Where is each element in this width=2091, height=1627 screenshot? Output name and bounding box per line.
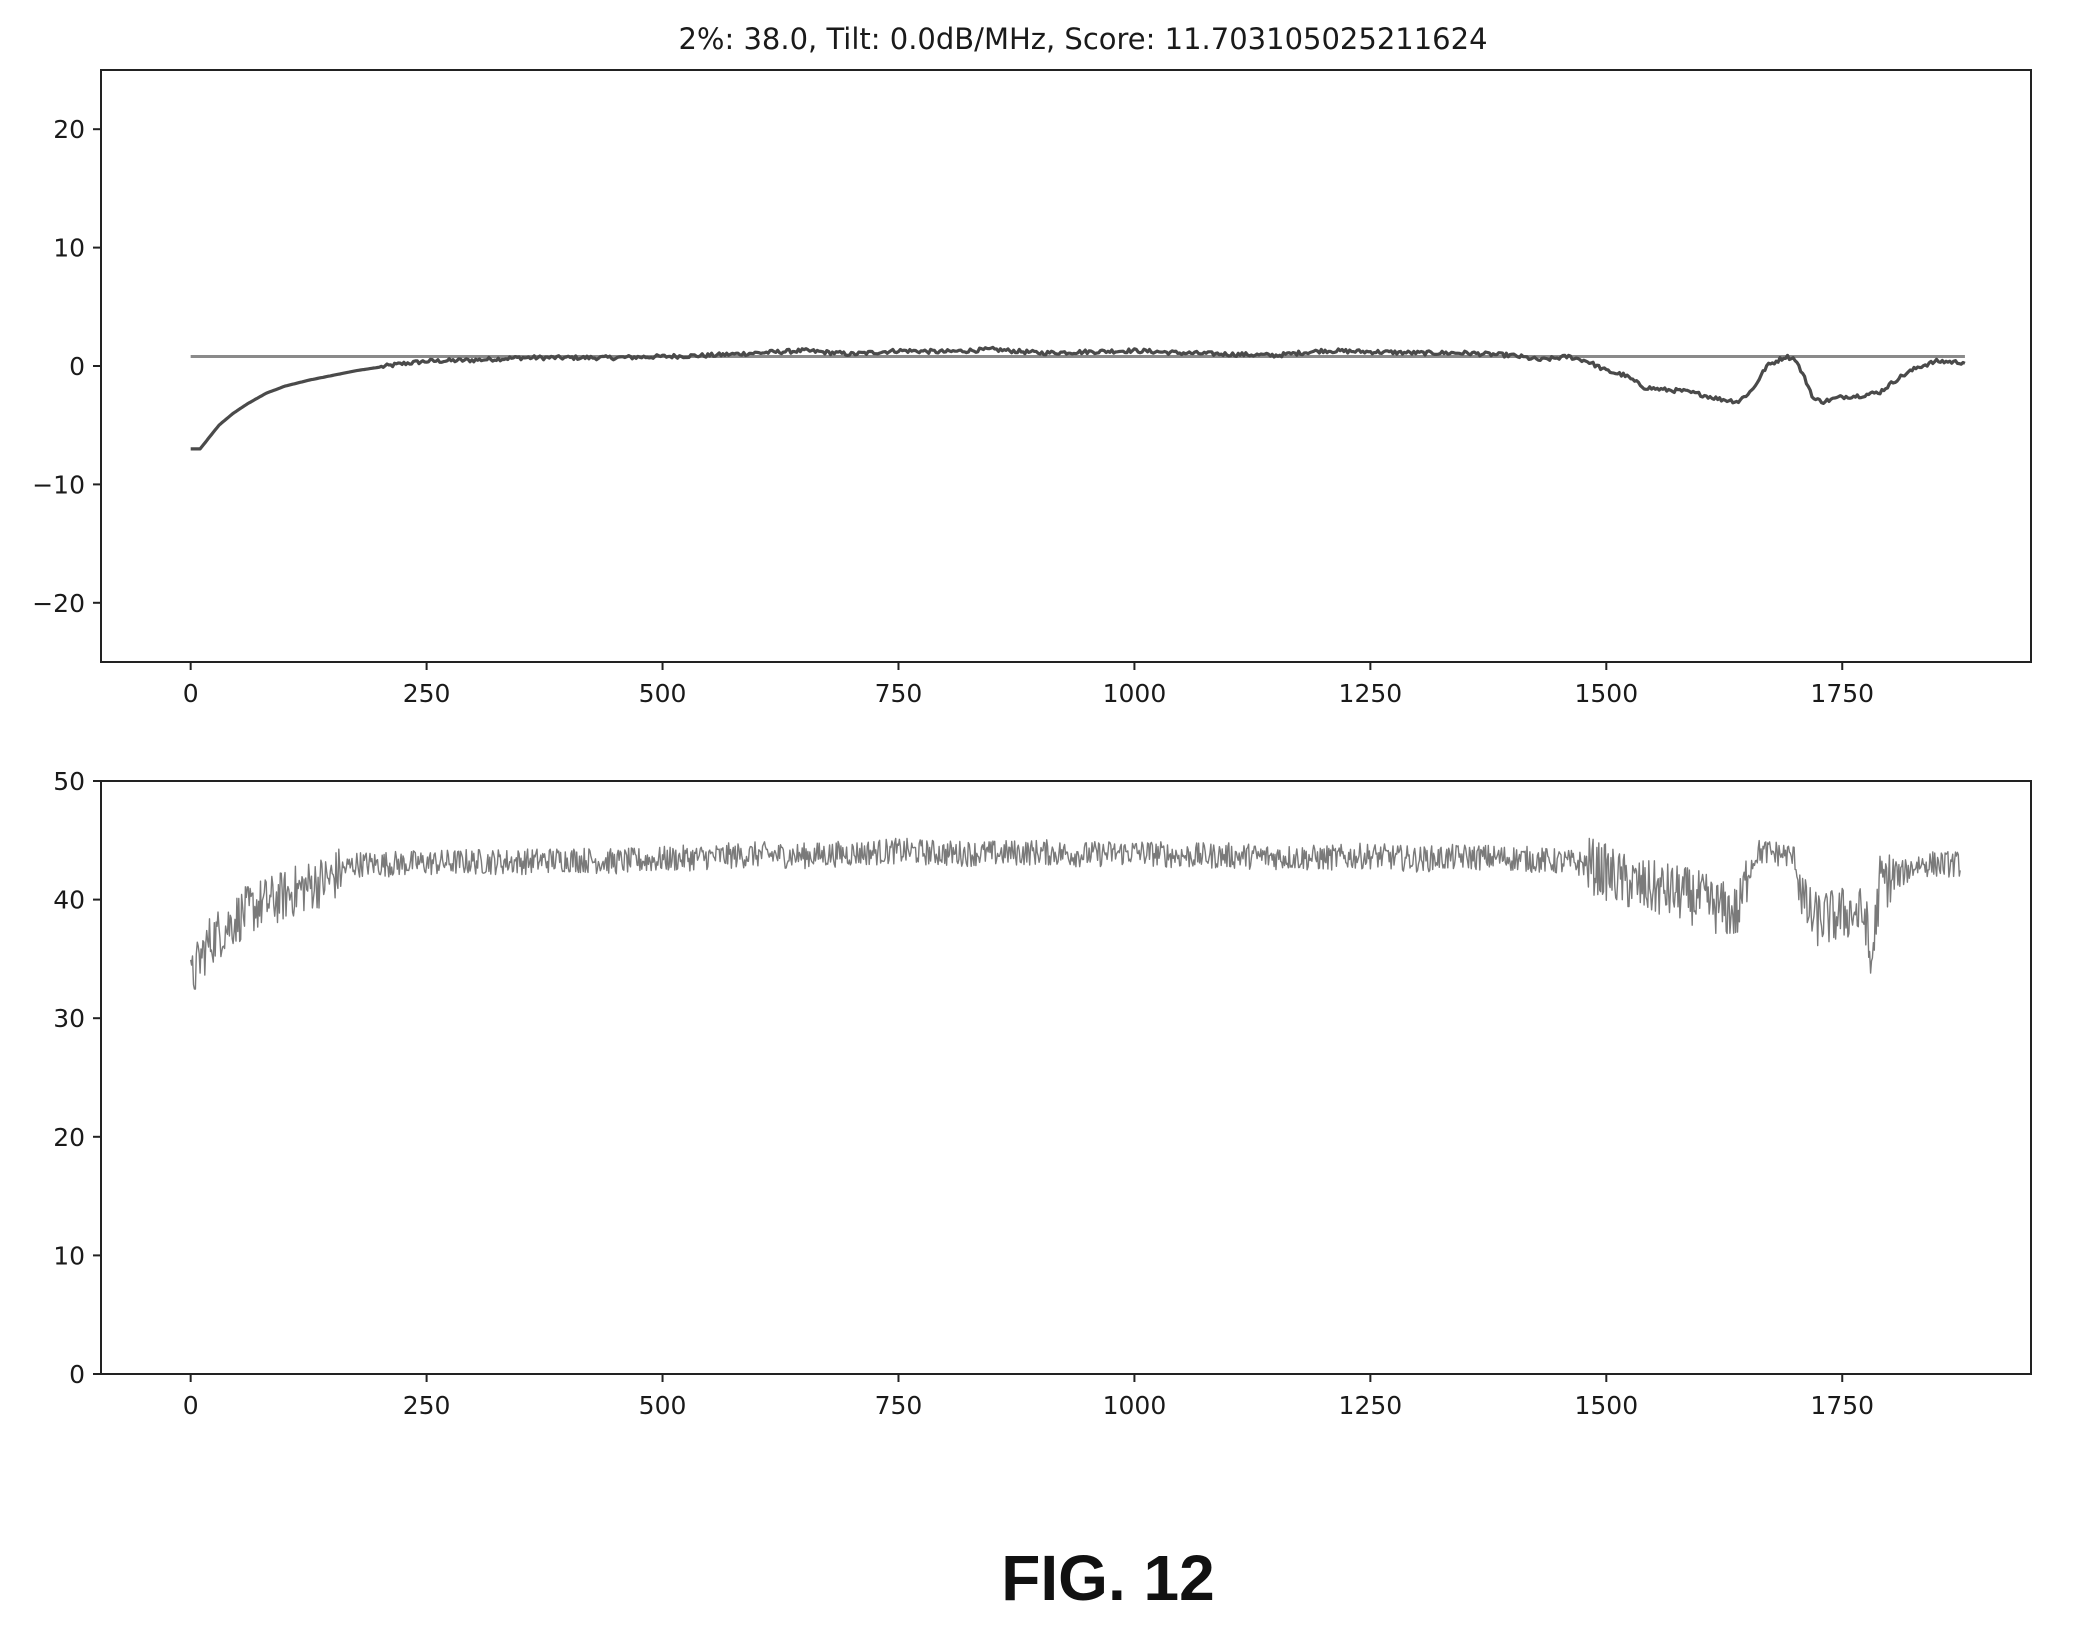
bottom-series-group [190, 837, 1961, 990]
top-x-tick-label: 250 [403, 679, 451, 708]
bottom-plot-frame [100, 780, 2032, 1375]
bottom-x-tick-label: 500 [639, 1391, 687, 1420]
top-x-tick-label: 500 [639, 679, 687, 708]
bottom-x-tick-label: 0 [183, 1391, 199, 1420]
bottom-panel: 0 250 500 750 1000 1250 1500 1750 0 10 20 30 40 50 [53, 767, 2032, 1420]
top-x-tick-label: 1000 [1103, 679, 1167, 708]
bottom-x-tick-label: 1000 [1103, 1391, 1167, 1420]
top-series-group [190, 345, 1966, 451]
bottom-y-tick-label: 40 [53, 886, 85, 915]
top-x-tick-label: 1500 [1574, 679, 1638, 708]
bottom-y-tick-label: 30 [53, 1004, 85, 1033]
bottom-y-tick-label: 0 [69, 1360, 85, 1389]
top-y-tick-label: −10 [32, 470, 85, 499]
figure-caption: FIG. 12 [1001, 1542, 1214, 1614]
bottom-axes: 0 250 500 750 1000 1250 1500 1750 0 10 20 30 40 50 [53, 767, 1874, 1420]
top-x-tick-label: 0 [183, 679, 199, 708]
top-y-tick-label: 0 [69, 352, 85, 381]
top-x-tick-label: 1750 [1810, 679, 1874, 708]
top-y-tick-label: 10 [53, 234, 85, 263]
bottom-x-tick-label: 1750 [1810, 1391, 1874, 1420]
bottom-x-tick-label: 750 [875, 1391, 923, 1420]
top-y-tick-label: −20 [32, 589, 85, 618]
bottom-y-tick-label: 10 [53, 1241, 85, 1270]
bottom-x-tick-label: 250 [403, 1391, 451, 1420]
top-x-tick-label: 750 [875, 679, 923, 708]
bottom-noisy-series-line [190, 837, 1961, 990]
bottom-y-tick-label: 20 [53, 1123, 85, 1152]
top-x-tick-label: 1250 [1339, 679, 1403, 708]
figure-title: 2%: 38.0, Tilt: 0.0dB/MHz, Score: 11.703… [678, 22, 1487, 56]
top-main-series-line [190, 345, 1966, 451]
top-axes: 0 250 500 750 1000 1250 1500 1750 −20 −10 0 10 20 [32, 115, 1874, 708]
top-y-tick-label: 20 [53, 115, 85, 144]
bottom-x-tick-label: 1500 [1574, 1391, 1638, 1420]
bottom-x-tick-label: 1250 [1339, 1391, 1403, 1420]
bottom-y-tick-label: 50 [53, 767, 85, 796]
top-panel: 0 250 500 750 1000 1250 1500 1750 −20 −10 0 10 20 [32, 69, 2032, 708]
